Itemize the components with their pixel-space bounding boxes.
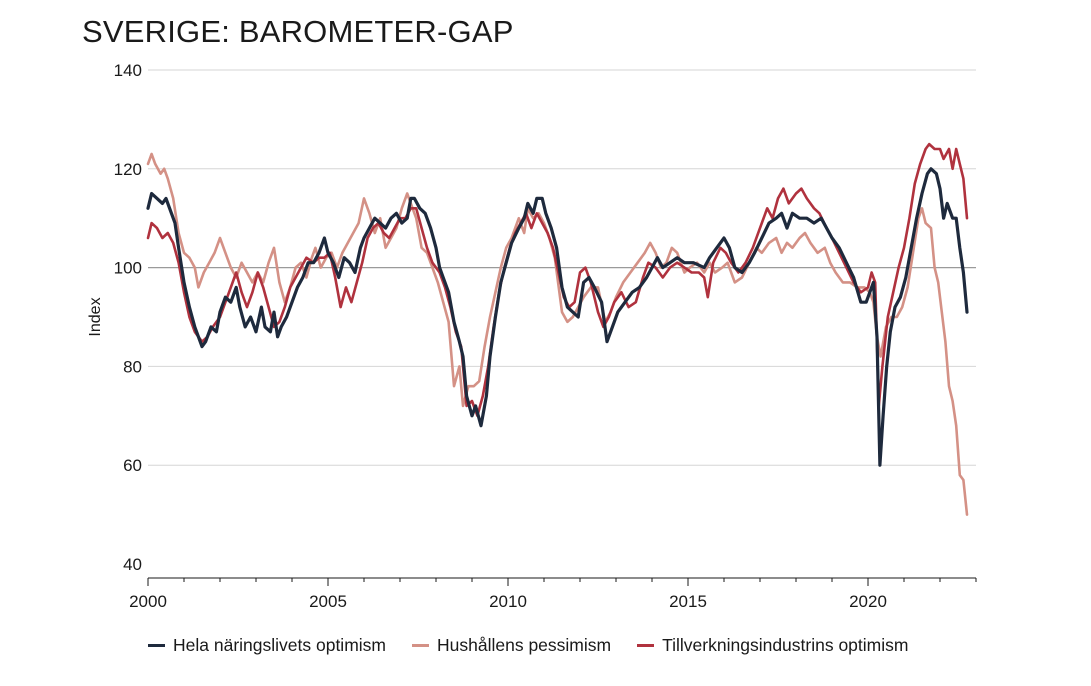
y-axis-label: Index [87, 297, 104, 336]
x-tick-label: 2005 [309, 592, 347, 611]
legend-label: Hela näringslivets optimism [173, 635, 386, 655]
legend-label: Hushållens pessimism [437, 635, 612, 655]
legend: Hela näringslivets optimism Hushållens pe… [148, 635, 908, 656]
legend-label: Tillverkningsindustrins optimism [662, 635, 909, 655]
y-tick-label: 60 [123, 456, 142, 475]
x-tick-label: 2010 [489, 592, 527, 611]
legend-swatch [412, 644, 429, 647]
series-line-1 [146, 167, 969, 467]
x-tick-label: 2020 [849, 592, 887, 611]
y-tick-label: 40 [123, 555, 142, 574]
axes: 40 60 80 100 120 140 2000 2005 2010 2015 2020 [114, 61, 977, 611]
series-line-2 [146, 152, 969, 516]
y-tick-label: 140 [114, 61, 142, 80]
chart-title: SVERIGE: BAROMETER-GAP [82, 14, 514, 49]
legend-swatch [637, 644, 655, 647]
y-tick-label: 120 [114, 160, 142, 179]
legend-swatch [148, 644, 165, 647]
legend-item-3: Tillverkningsindustrins optimism [637, 635, 908, 656]
x-tick-label: 2000 [129, 592, 167, 611]
series-lines [146, 142, 969, 516]
legend-item-1: Hela näringslivets optimism [148, 635, 386, 656]
x-tick-label: 2015 [669, 592, 707, 611]
legend-item-2: Hushållens pessimism [412, 635, 611, 656]
y-tick-label: 100 [114, 259, 142, 278]
y-tick-label: 80 [123, 357, 142, 376]
gridlines [148, 69, 976, 466]
series-line-3 [146, 142, 969, 418]
